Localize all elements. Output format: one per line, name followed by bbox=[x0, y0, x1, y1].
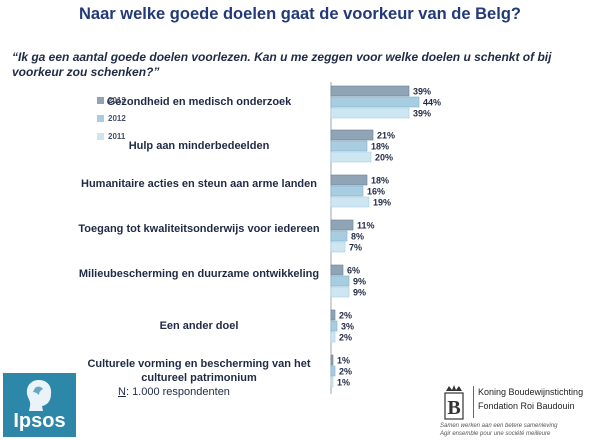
category-label-0: Gezondheid en medisch onderzoek bbox=[106, 96, 292, 108]
bar-2013-3 bbox=[330, 219, 354, 231]
bar-2013-5 bbox=[330, 309, 336, 321]
legend-swatch-2012 bbox=[97, 115, 104, 122]
crown-b-icon: B bbox=[444, 385, 464, 420]
legend-swatch-2011 bbox=[97, 133, 104, 140]
category-label-1: Hulp aan minderbedeelden bbox=[128, 140, 270, 152]
bar-2011-0 bbox=[330, 107, 410, 119]
data-label-2013-1: 21% bbox=[377, 131, 395, 141]
data-label-2013-3: 11% bbox=[357, 221, 375, 231]
data-label-2013-6: 1% bbox=[337, 356, 350, 366]
ipsos-logo: Ipsos bbox=[3, 373, 76, 437]
ipsos-head-icon bbox=[26, 380, 52, 411]
n-text: : 1.000 respondenten bbox=[125, 386, 230, 398]
data-label-2012-5: 3% bbox=[341, 322, 354, 332]
data-label-2011-4: 9% bbox=[353, 288, 366, 298]
n-prefix: N bbox=[118, 386, 126, 398]
legend-label-2011: 2011 bbox=[108, 132, 126, 141]
data-label-2012-2: 16% bbox=[367, 187, 385, 197]
bar-2012-3 bbox=[330, 230, 348, 242]
data-label-2012-4: 9% bbox=[353, 277, 366, 287]
legend-label-2012: 2012 bbox=[108, 114, 126, 123]
data-label-2011-5: 2% bbox=[339, 333, 352, 343]
kbs-separator bbox=[473, 386, 474, 418]
data-label-2011-2: 19% bbox=[373, 198, 391, 208]
survey-question: “Ik ga een aantal goede doelen voorlezen… bbox=[12, 50, 552, 79]
bar-2013-4 bbox=[330, 264, 344, 276]
bar-2011-1 bbox=[330, 151, 372, 163]
legend-item-2013: 2013 bbox=[97, 96, 126, 105]
legend-item-2011: 2011 bbox=[97, 132, 125, 141]
legend-swatch-2013 bbox=[97, 97, 104, 104]
bar-2012-5 bbox=[330, 320, 338, 332]
bar-2012-1 bbox=[330, 140, 368, 152]
bar-2012-4 bbox=[330, 275, 350, 287]
data-label-2013-4: 6% bbox=[347, 266, 360, 276]
data-label-2013-2: 18% bbox=[371, 176, 389, 186]
legend-label-2013: 2013 bbox=[108, 96, 126, 105]
kbs-tagline-fr: Agir ensemble pour une société meilleure bbox=[440, 431, 551, 437]
legend-item-2012: 2012 bbox=[97, 114, 126, 123]
bar-2012-0 bbox=[330, 96, 420, 108]
data-label-2012-1: 18% bbox=[371, 142, 389, 152]
bar-2013-1 bbox=[330, 129, 374, 141]
data-label-2012-6: 2% bbox=[339, 367, 352, 377]
bar-2011-5 bbox=[330, 331, 336, 343]
chart-title: Naar welke goede doelen gaat de voorkeur… bbox=[79, 5, 521, 23]
bar-2013-0 bbox=[330, 85, 410, 97]
data-label-2011-1: 20% bbox=[375, 153, 393, 163]
data-label-2012-0: 44% bbox=[423, 98, 441, 108]
kbs-name-nl: Koning Boudewijnstichting bbox=[478, 387, 584, 397]
category-label-2: Humanitaire acties en steun aan arme lan… bbox=[81, 178, 317, 190]
data-label-2013-0: 39% bbox=[413, 87, 431, 97]
category-label-4: Milieubescherming en duurzame ontwikkeli… bbox=[78, 268, 320, 280]
bar-2013-6 bbox=[330, 354, 334, 366]
bar-2011-4 bbox=[330, 286, 350, 298]
kbs-name-fr: Fondation Roi Baudouin bbox=[478, 401, 575, 411]
bar-2012-2 bbox=[330, 185, 364, 197]
data-label-2013-5: 2% bbox=[339, 311, 352, 321]
category-label-3: Toegang tot kwaliteitsonderwijs voor ied… bbox=[78, 223, 320, 235]
kbs-logo: B Koning Boudewijnstichting Fondation Ro… bbox=[440, 383, 600, 439]
bar-2011-3 bbox=[330, 241, 346, 253]
bar-2012-6 bbox=[330, 365, 336, 377]
sample-size-note: N: 1.000 respondenten bbox=[118, 386, 230, 398]
category-label-6: Culturele vorming en bescherming van het… bbox=[87, 358, 311, 384]
svg-text:B: B bbox=[447, 397, 460, 419]
data-label-2011-3: 7% bbox=[349, 243, 362, 253]
bar-2011-6 bbox=[330, 376, 334, 388]
bar-2013-2 bbox=[330, 174, 368, 186]
data-label-2011-6: 1% bbox=[337, 378, 350, 388]
kbs-tagline-nl: Samen werken aan een betere samenleving bbox=[440, 423, 558, 429]
category-label-5: Een ander doel bbox=[159, 320, 239, 332]
bar-2011-2 bbox=[330, 196, 370, 208]
data-label-2011-0: 39% bbox=[413, 109, 431, 119]
data-label-2012-3: 8% bbox=[351, 232, 364, 242]
ipsos-wordmark: Ipsos bbox=[13, 410, 66, 432]
